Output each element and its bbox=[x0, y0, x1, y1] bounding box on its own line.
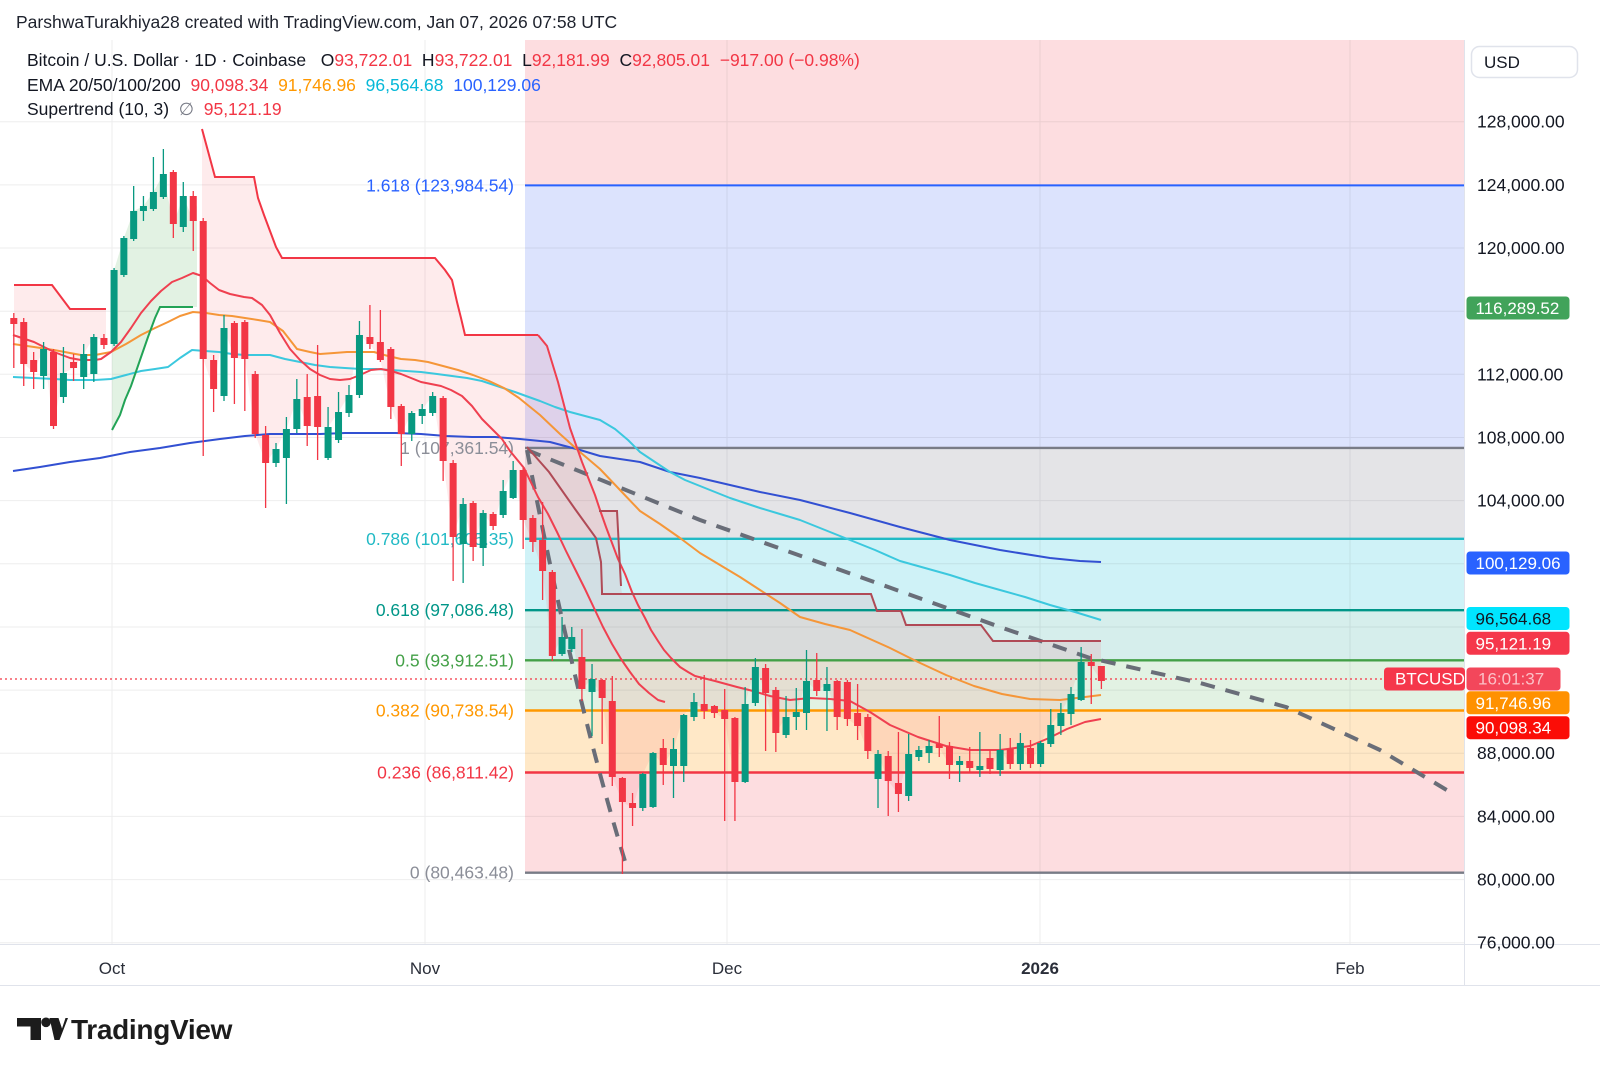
svg-text:0.786 (101,605.35): 0.786 (101,605.35) bbox=[366, 529, 514, 549]
svg-text:95,121.19: 95,121.19 bbox=[1476, 634, 1552, 653]
svg-text:1 (107,361.54): 1 (107,361.54) bbox=[400, 438, 514, 458]
svg-text:BTCUSD: BTCUSD bbox=[1395, 670, 1465, 689]
svg-text:108,000.00: 108,000.00 bbox=[1477, 428, 1565, 448]
svg-text:120,000.00: 120,000.00 bbox=[1477, 238, 1565, 258]
svg-text:Oct: Oct bbox=[99, 959, 126, 978]
svg-text:76,000.00: 76,000.00 bbox=[1477, 933, 1555, 953]
svg-text:Supertrend (10, 3) ∅ 95,121.: Supertrend (10, 3) ∅ 95,121.19 bbox=[27, 99, 282, 119]
svg-text:80,000.00: 80,000.00 bbox=[1477, 870, 1555, 890]
svg-text:84,000.00: 84,000.00 bbox=[1477, 806, 1555, 826]
svg-text:0.382 (90,738.54): 0.382 (90,738.54) bbox=[376, 701, 514, 721]
svg-text:0 (80,463.48): 0 (80,463.48) bbox=[410, 863, 514, 883]
svg-text:ParshwaTurakhiya28 created wit: ParshwaTurakhiya28 created with TradingV… bbox=[16, 12, 617, 32]
svg-text:91,746.96: 91,746.96 bbox=[1476, 694, 1552, 713]
svg-text:1.618 (123,984.54): 1.618 (123,984.54) bbox=[366, 175, 514, 195]
svg-text:Feb: Feb bbox=[1335, 959, 1364, 978]
svg-text:2026: 2026 bbox=[1021, 959, 1059, 978]
svg-text:124,000.00: 124,000.00 bbox=[1477, 175, 1565, 195]
svg-text:104,000.00: 104,000.00 bbox=[1477, 491, 1565, 511]
svg-text:0.618 (97,086.48): 0.618 (97,086.48) bbox=[376, 600, 514, 620]
svg-text:88,000.00: 88,000.00 bbox=[1477, 743, 1555, 763]
svg-text:116,289.52: 116,289.52 bbox=[1476, 299, 1560, 318]
svg-text:0.236 (86,811.42): 0.236 (86,811.42) bbox=[377, 763, 514, 783]
svg-text:112,000.00: 112,000.00 bbox=[1477, 364, 1564, 384]
svg-text:100,129.06: 100,129.06 bbox=[1476, 554, 1561, 573]
svg-text:96,564.68: 96,564.68 bbox=[1476, 610, 1552, 629]
svg-text:EMA 20/50/100/200 90,098.34: EMA 20/50/100/200 90,098.34 91,746.96 96… bbox=[27, 75, 541, 95]
svg-text:Nov: Nov bbox=[410, 959, 441, 978]
svg-text:Bitcoin / U.S. Dollar · 1D · C: Bitcoin / U.S. Dollar · 1D · Coinbase O9… bbox=[27, 50, 860, 70]
svg-text:90,098.34: 90,098.34 bbox=[1476, 719, 1552, 738]
svg-text:Dec: Dec bbox=[712, 959, 743, 978]
svg-text:0.5 (93,912.51): 0.5 (93,912.51) bbox=[395, 650, 514, 670]
svg-text:USD: USD bbox=[1484, 53, 1520, 72]
svg-text:128,000.00: 128,000.00 bbox=[1477, 112, 1565, 132]
svg-text:16:01:37: 16:01:37 bbox=[1478, 670, 1544, 689]
svg-text:TradingView: TradingView bbox=[71, 1014, 233, 1045]
